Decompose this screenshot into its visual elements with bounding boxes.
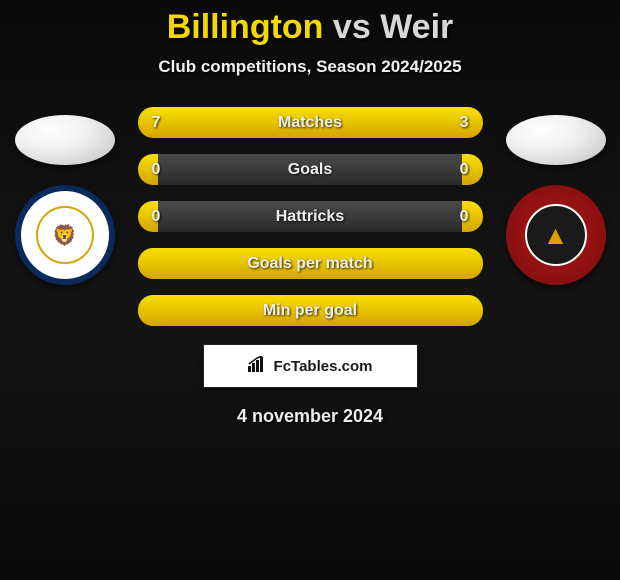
stat-bar: 00Goals [138,154,483,185]
left-column: 🦁 [10,107,120,285]
club-badge-left-glyph: 🦁 [36,206,94,264]
attribution-text: FcTables.com [274,358,373,375]
player1-name: Billington [167,8,324,46]
date: 4 november 2024 [0,406,620,427]
vs-text: vs [333,8,371,46]
bar-label: Goals per match [138,248,483,279]
comparison-card: Billington vs Weir Club competitions, Se… [0,0,620,580]
stat-bars: 73Matches 00Goals 00Hattricks Goals per mat… [138,107,483,326]
bar-label: Goals [138,154,483,185]
subtitle: Club competitions, Season 2024/2025 [0,57,620,77]
chart-icon [248,356,268,377]
stat-bar: 00Hattricks [138,201,483,232]
stat-bar: Goals per match [138,248,483,279]
attribution: FcTables.com [203,344,418,388]
stat-bar: 73Matches [138,107,483,138]
player2-name: Weir [380,8,453,46]
stat-bar: Min per goal [138,295,483,326]
page-title: Billington vs Weir [0,8,620,47]
bar-label: Min per goal [138,295,483,326]
comparison-body: 🦁 73Matches 00Goals 00Hattricks Goals per m… [0,107,620,326]
club-badge-right-glyph: ▲ [525,204,587,266]
club-badge-right: ▲ [506,185,606,285]
player1-avatar [15,115,115,165]
bar-label: Hattricks [138,201,483,232]
right-column: ▲ [501,107,611,285]
player2-avatar [506,115,606,165]
bar-label: Matches [138,107,483,138]
club-badge-left: 🦁 [15,185,115,285]
